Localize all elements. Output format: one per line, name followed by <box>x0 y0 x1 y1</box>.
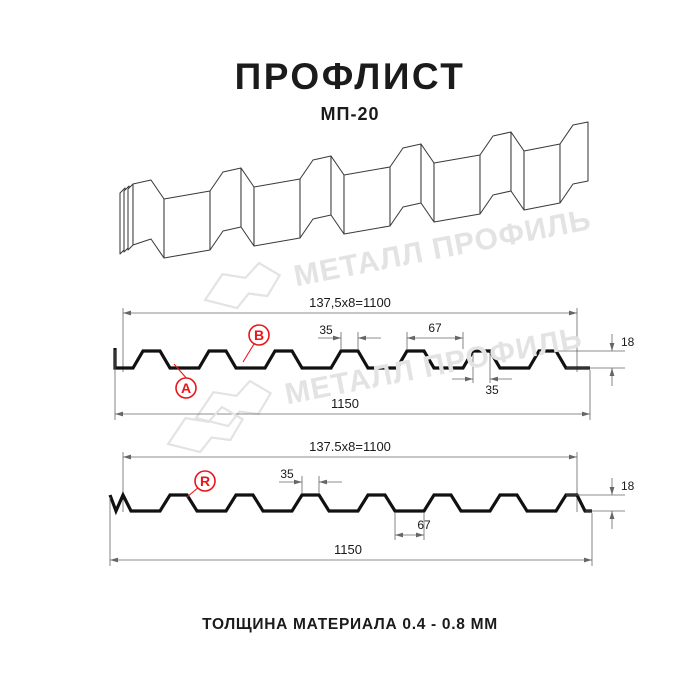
callout-b: B <box>242 324 270 363</box>
dim-pitch-top-label: 137,5x8=1100 <box>309 295 391 310</box>
dim-valley-top-label: 67 <box>428 321 442 335</box>
dim-total-top-label: 1150 <box>331 396 359 411</box>
dim-crest-bottom-label: 35 <box>280 467 294 481</box>
isometric-profile-view <box>119 121 589 259</box>
dim-crest-right-top-label: 35 <box>485 383 499 397</box>
product-model-label: МП-20 <box>320 104 380 124</box>
dim-total-top: 1150 <box>114 350 591 420</box>
dim-valley-top <box>406 332 464 349</box>
callout-a-label: A <box>181 380 191 396</box>
material-thickness-caption: ТОЛЩИНА МАТЕРИАЛА 0.4 - 0.8 ММ <box>202 616 498 633</box>
profile-outline-top <box>113 348 590 370</box>
callout-r: R <box>186 470 216 498</box>
profile-outline-bottom <box>108 491 592 516</box>
callout-r-label: R <box>200 473 210 489</box>
watermark-3 <box>166 405 245 454</box>
callout-a: A <box>173 363 197 399</box>
dim-pitch-bottom: 137.5x8=1100 <box>123 439 577 460</box>
cross-section-bottom: 137.5x8=1100 35 67 <box>108 405 635 566</box>
dim-height-bottom <box>566 478 625 529</box>
dim-pitch-top: 137,5x8=1100 <box>123 295 577 316</box>
dim-height-bottom-label: 18 <box>621 479 635 493</box>
dim-total-bottom: 1150 <box>109 497 593 566</box>
dim-crest-left-top-label: 35 <box>319 323 333 337</box>
dim-height-top-label: 18 <box>621 335 635 349</box>
dim-pitch-bottom-label: 137.5x8=1100 <box>309 439 391 454</box>
page-title: ПРОФЛИСТ <box>234 56 466 97</box>
dim-total-bottom-label: 1150 <box>334 542 362 557</box>
cross-section-top: 137,5x8=1100 35 67 <box>113 295 635 428</box>
dim-valley-bottom-label: 67 <box>417 518 431 532</box>
callout-b-label: B <box>254 327 264 343</box>
